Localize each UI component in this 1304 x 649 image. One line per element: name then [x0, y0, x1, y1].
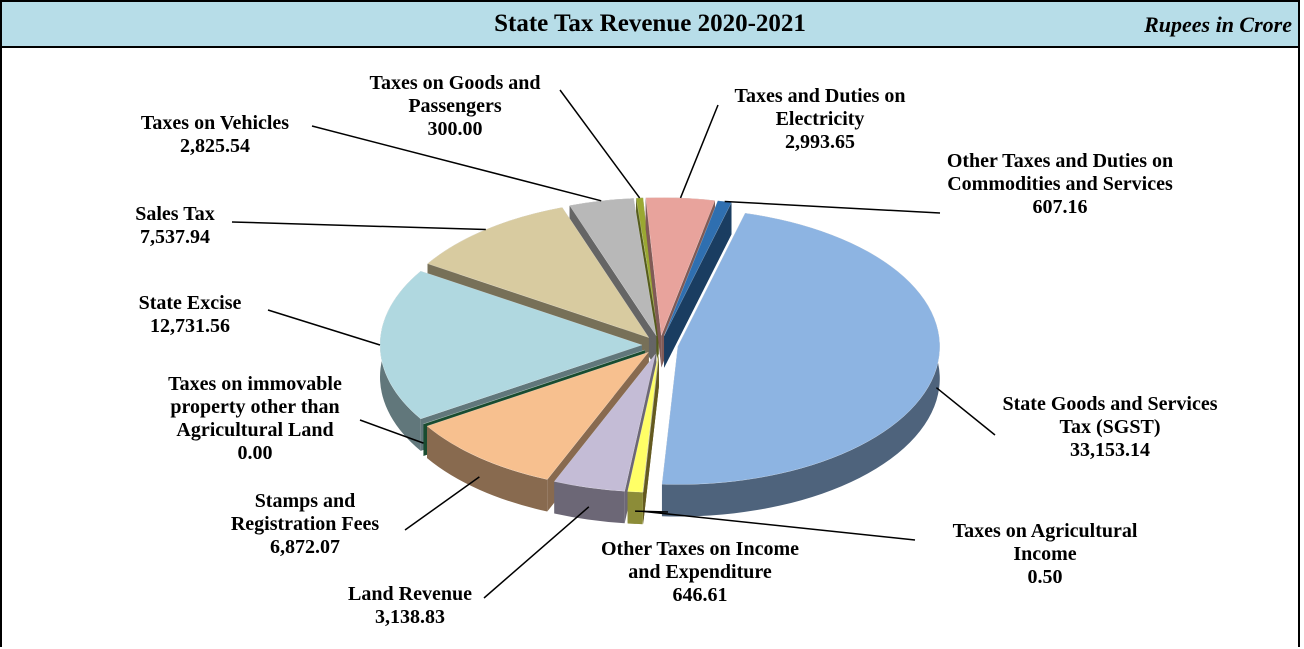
- leader-line: [679, 104, 719, 199]
- label-name: Taxes on immovable property other than A…: [168, 373, 342, 441]
- leader-line: [359, 419, 424, 444]
- slice-side: [664, 202, 732, 368]
- slice: [627, 354, 659, 493]
- leader-line: [559, 89, 641, 199]
- label-value: 2,825.54: [180, 135, 250, 157]
- data-label: State Goods and Services Tax (SGST) 33,15…: [985, 393, 1235, 462]
- data-label: Taxes on Vehicles 2,825.54: [115, 112, 315, 158]
- leader-line: [231, 221, 486, 231]
- label-value: 3,138.83: [375, 606, 445, 628]
- slice-wall: [627, 491, 643, 525]
- slice-wall: [427, 426, 548, 512]
- label-value: 33,153.14: [1070, 439, 1150, 461]
- slice: [645, 197, 716, 336]
- leader-line: [311, 125, 602, 202]
- label-value: 6,872.07: [270, 536, 340, 558]
- label-value: 7,537.94: [140, 226, 210, 248]
- chart-title: State Tax Revenue 2020-2021: [494, 10, 806, 37]
- label-name: State Goods and Services Tax (SGST): [1002, 393, 1218, 438]
- slice: [553, 354, 656, 492]
- leader-line: [267, 309, 381, 346]
- slice: [642, 354, 660, 493]
- leader-line: [643, 510, 916, 541]
- label-name: Other Taxes and Duties on Commodities an…: [946, 150, 1174, 195]
- slice: [379, 270, 643, 420]
- chart-subtitle: Rupees in Crore: [1144, 12, 1292, 37]
- leader-line: [404, 476, 480, 531]
- slice-wall: [554, 481, 625, 524]
- label-name: Stamps and Registration Fees: [230, 490, 380, 535]
- label-name: Taxes on Goods and Passengers: [369, 72, 541, 117]
- data-label: Other Taxes and Duties on Commodities an…: [940, 150, 1180, 219]
- label-value: 300.00: [427, 118, 483, 140]
- data-label: Taxes on Goods and Passengers 300.00: [335, 72, 575, 141]
- label-name: State Excise: [138, 292, 242, 314]
- slice: [426, 351, 650, 480]
- label-name: Taxes and Duties on Electricity: [734, 85, 906, 130]
- slice-side: [645, 197, 662, 368]
- data-label: Taxes and Duties on Electricity 2,993.65: [700, 85, 940, 154]
- data-label: Other Taxes on Income and Expenditure 646…: [600, 538, 800, 607]
- leader-line: [724, 200, 941, 214]
- data-label: Land Revenue 3,138.83: [325, 583, 495, 629]
- label-value: 12,731.56: [150, 315, 230, 337]
- slice-wall: [661, 213, 940, 517]
- slice-side: [643, 354, 659, 525]
- label-name: Land Revenue: [348, 583, 472, 605]
- leader-line: [483, 506, 590, 599]
- data-label: State Excise 12,731.56: [105, 292, 275, 338]
- label-value: 0.50: [1027, 566, 1063, 588]
- data-label: Taxes on Agricultural Income 0.50: [925, 520, 1165, 589]
- label-value: 0.00: [237, 442, 273, 464]
- slice: [427, 207, 650, 339]
- label-name: Sales Tax: [135, 203, 215, 225]
- data-label: Sales Tax 7,537.94: [110, 203, 240, 249]
- leader-line: [635, 510, 669, 513]
- label-name: Taxes on Agricultural Income: [952, 520, 1138, 565]
- label-name: Other Taxes on Income and Expenditure: [601, 538, 799, 583]
- slice: [569, 197, 657, 336]
- data-label: Stamps and Registration Fees 6,872.07: [205, 490, 405, 559]
- slice: [635, 197, 659, 336]
- slice: [661, 212, 941, 485]
- leader-line: [935, 387, 996, 436]
- label-value: 607.16: [1032, 196, 1088, 218]
- data-label: Taxes on immovable property other than A…: [135, 373, 375, 465]
- header: State Tax Revenue 2020-2021 Rupees in Cr…: [2, 2, 1298, 48]
- label-value: 646.61: [672, 584, 728, 606]
- label-name: Taxes on Vehicles: [140, 112, 290, 134]
- label-value: 2,993.65: [785, 131, 855, 153]
